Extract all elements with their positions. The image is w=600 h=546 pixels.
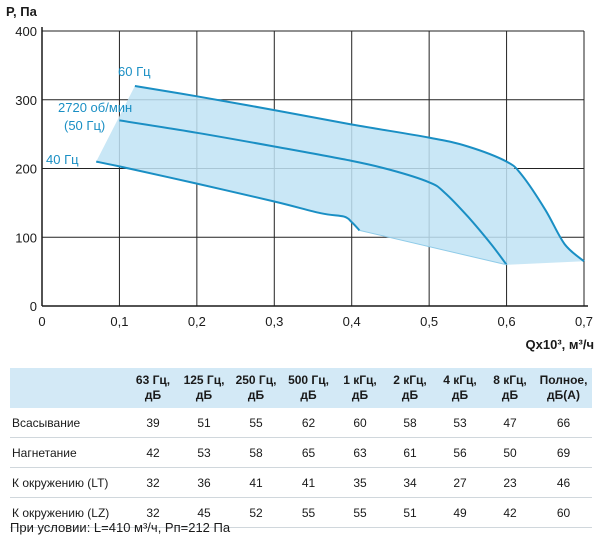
curve-label-50hz-rpm: 2720 об/мин <box>58 100 132 115</box>
operating-region-fill <box>96 86 584 265</box>
table-cell: 39 <box>128 408 178 438</box>
table-cell: 32 <box>128 467 178 498</box>
curve-50hz <box>119 119 508 266</box>
x-tick-labels: 0 0,1 0,2 0,3 0,4 0,5 0,6 0,7 <box>38 314 593 329</box>
table-cell: 53 <box>178 437 230 468</box>
table-header-row: 63 Гц, дБ 125 Гц, дБ 250 Гц, дБ 500 Гц, дБ 1 кГц… <box>10 368 592 408</box>
x-tick-label: 0,5 <box>420 314 438 329</box>
curve-label-50hz: (50 Гц) <box>64 118 105 133</box>
table-cell: 55 <box>230 408 282 438</box>
curve-40hz <box>95 160 361 232</box>
table-cell: 51 <box>385 497 435 528</box>
table-cell: 36 <box>178 467 230 498</box>
x-tick-label: 0,1 <box>110 314 128 329</box>
table-cell: 60 <box>335 408 385 438</box>
table-body: Всасывание 39 51 55 62 60 58 53 47 66 Нагнетание 42… <box>10 408 592 528</box>
noise-table-container: 63 Гц, дБ 125 Гц, дБ 250 Гц, дБ 500 Гц, дБ 1 кГц… <box>10 368 592 528</box>
fan-performance-chart: 0 0,1 0,2 0,3 0,4 0,5 0,6 0,7 0 100 200 300 400 P, … <box>6 4 594 352</box>
chart-axes <box>41 27 588 307</box>
table-cell: 45 <box>178 497 230 528</box>
table-cell: 60 <box>535 497 592 528</box>
table-cell: 65 <box>282 437 335 468</box>
row-label: Нагнетание <box>10 437 128 468</box>
table-cell: 55 <box>335 497 385 528</box>
row-label: К окружению (LT) <box>10 467 128 498</box>
table-header-cell <box>10 368 128 408</box>
table-cell: 46 <box>535 467 592 498</box>
table-header-cell: 8 кГц, дБ <box>485 368 535 408</box>
y-tick-labels: 0 100 200 300 400 <box>15 24 37 314</box>
region-bottom-edge <box>359 229 507 266</box>
table-cell: 34 <box>385 467 435 498</box>
x-tick-label: 0,6 <box>498 314 516 329</box>
table-header-cell: 250 Гц, дБ <box>230 368 282 408</box>
table-cell: 62 <box>282 408 335 438</box>
table-row: К окружению (LZ) 32 45 52 55 55 51 49 42 60 <box>10 497 592 528</box>
table-cell: 50 <box>485 437 535 468</box>
curve-label-40hz: 40 Гц <box>46 152 79 167</box>
table-cell: 63 <box>335 437 385 468</box>
table-row: К окружению (LT) 32 36 41 41 35 34 27 23 46 <box>10 467 592 498</box>
table-row: Всасывание 39 51 55 62 60 58 53 47 66 <box>10 408 592 438</box>
table-cell: 58 <box>230 437 282 468</box>
table-cell: 56 <box>435 437 485 468</box>
table-header-cell: 500 Гц, дБ <box>282 368 335 408</box>
row-label: К окружению (LZ) <box>10 497 128 528</box>
y-axis-title: P, Па <box>6 4 38 19</box>
table-header-cell: Полное, дБ(А) <box>535 368 592 408</box>
table-cell: 69 <box>535 437 592 468</box>
table-header-cell: 2 кГц, дБ <box>385 368 435 408</box>
x-tick-label: 0,3 <box>265 314 283 329</box>
table-header-cell: 1 кГц, дБ <box>335 368 385 408</box>
table-cell: 42 <box>128 437 178 468</box>
table-cell: 41 <box>282 467 335 498</box>
curve-label-60hz: 60 Гц <box>118 64 151 79</box>
table-cell: 61 <box>385 437 435 468</box>
table-cell: 49 <box>435 497 485 528</box>
chart-curves <box>95 85 585 266</box>
table-header-cell: 4 кГц, дБ <box>435 368 485 408</box>
table-row: Нагнетание 42 53 58 65 63 61 56 50 69 <box>10 437 592 468</box>
x-tick-label: 0 <box>38 314 45 329</box>
table-cell: 27 <box>435 467 485 498</box>
row-label: Всасывание <box>10 408 128 438</box>
table-cell: 53 <box>435 408 485 438</box>
table-cell: 47 <box>485 408 535 438</box>
y-tick-label: 0 <box>30 299 37 314</box>
table-cell: 58 <box>385 408 435 438</box>
table-cell: 66 <box>535 408 592 438</box>
table-cell: 55 <box>282 497 335 528</box>
curve-60hz <box>134 85 585 263</box>
x-tick-label: 0,4 <box>343 314 361 329</box>
table-header-cell: 63 Гц, дБ <box>128 368 178 408</box>
y-tick-label: 300 <box>15 93 37 108</box>
table-header-cell: 125 Гц, дБ <box>178 368 230 408</box>
noise-table: 63 Гц, дБ 125 Гц, дБ 250 Гц, дБ 500 Гц, дБ 1 кГц… <box>10 368 592 528</box>
table-cell: 35 <box>335 467 385 498</box>
condition-note: При условии: L=410 м³/ч, Pп=212 Па <box>10 520 231 535</box>
x-axis-title: Qx10³, м³/ч <box>526 337 594 352</box>
table-cell: 52 <box>230 497 282 528</box>
x-tick-label: 0,7 <box>575 314 593 329</box>
y-tick-label: 200 <box>15 162 37 177</box>
table-cell: 41 <box>230 467 282 498</box>
y-tick-label: 100 <box>15 230 37 245</box>
y-tick-label: 400 <box>15 24 37 39</box>
table-cell: 23 <box>485 467 535 498</box>
table-cell: 51 <box>178 408 230 438</box>
x-tick-label: 0,2 <box>188 314 206 329</box>
table-cell: 32 <box>128 497 178 528</box>
table-cell: 42 <box>485 497 535 528</box>
